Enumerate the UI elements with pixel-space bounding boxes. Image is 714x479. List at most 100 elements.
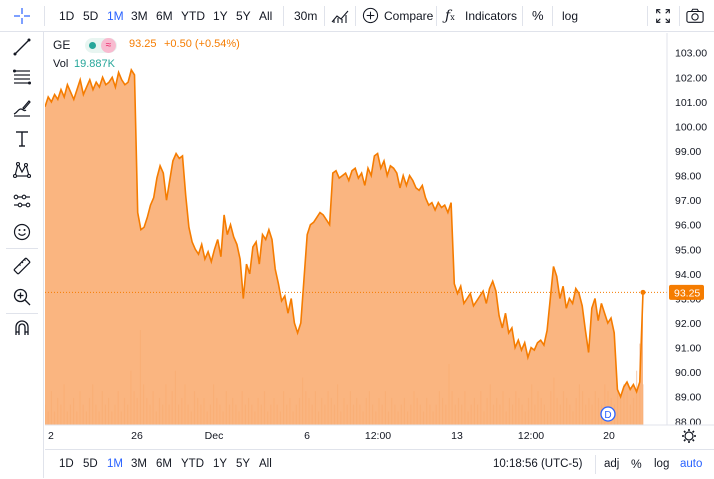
interval-5d[interactable]: 5D [83, 9, 99, 23]
current-price-label: 93.25 [674, 287, 700, 299]
toolbar-divider [44, 6, 45, 26]
legend-badge[interactable]: ≈ [85, 38, 117, 53]
price-tick-label: 89.00 [675, 392, 701, 404]
interval-ytd[interactable]: YTD [181, 9, 205, 23]
symbol-label[interactable]: GE [53, 38, 71, 52]
zoom-in-icon[interactable] [0, 282, 44, 312]
ruler-icon[interactable] [0, 251, 44, 281]
dividend-marker[interactable]: D [600, 406, 616, 422]
gear-icon[interactable] [682, 429, 696, 443]
price-tick-label: 90.00 [675, 367, 701, 379]
price-tick-label: 99.00 [675, 146, 701, 158]
price-tick-label: 96.00 [675, 220, 701, 232]
interval-1y[interactable]: 1Y [213, 9, 228, 23]
toolbar-divider [6, 248, 38, 249]
pattern-icon[interactable] [0, 155, 44, 185]
fib-retracement-icon[interactable] [0, 62, 44, 92]
chart-style-icon[interactable] [330, 0, 350, 32]
price-tick-label: 95.00 [675, 244, 701, 256]
log-scale-toggle[interactable]: log [654, 458, 670, 470]
range-5y[interactable]: 5Y [236, 458, 251, 470]
range-5d[interactable]: 5D [83, 458, 98, 470]
range-6m[interactable]: 6M [156, 458, 172, 470]
interval-all[interactable]: All [259, 9, 273, 23]
price-tick-label: 94.00 [675, 269, 701, 281]
current-price-label-bg [669, 284, 704, 300]
price-tick-label: 103.00 [675, 48, 707, 60]
magnet-icon[interactable] [0, 313, 44, 343]
price-line [44, 67, 644, 399]
interval-3m[interactable]: 3M [131, 9, 148, 23]
brush-icon[interactable] [0, 93, 44, 123]
compare-button[interactable]: Compare [384, 9, 434, 23]
status-dot-icon [89, 42, 96, 49]
toolbar-divider [355, 6, 356, 26]
legend-price: 93.25 [129, 38, 157, 50]
resolution-button[interactable]: 30m [294, 9, 318, 23]
bottom-toolbar: 1D 5D 1M 3M 6M YTD 1Y 5Y All 10:18:56 (U… [45, 449, 714, 478]
toolbar-divider [522, 6, 523, 26]
toolbar-divider [436, 6, 437, 26]
interval-5y[interactable]: 5Y [236, 9, 251, 23]
price-scale[interactable]: 103.00 102.00 101.00 100.00 99.00 98.00 97.00 9… [675, 48, 707, 429]
price-tick-label: 98.00 [675, 171, 701, 183]
time-axis[interactable]: 2 26 Dec 6 12:00 13 12:00 20 [48, 430, 615, 442]
svg-text:D: D [604, 410, 611, 421]
percent-scale-toggle[interactable]: % [631, 457, 642, 471]
interval-6m[interactable]: 6M [156, 9, 173, 23]
toolbar-divider [679, 6, 680, 26]
price-tick-label: 100.00 [675, 121, 707, 133]
emoji-icon[interactable] [0, 217, 44, 247]
interval-1d[interactable]: 1D [59, 9, 75, 23]
time-tick-label: 26 [131, 430, 143, 442]
trend-line-icon[interactable] [0, 32, 44, 62]
time-tick-label: 12:00 [518, 430, 544, 442]
time-tick-label: 6 [304, 430, 310, 442]
range-3m[interactable]: 3M [131, 458, 147, 470]
compare-icon[interactable] [362, 0, 380, 32]
range-1d[interactable]: 1D [59, 458, 74, 470]
top-toolbar: 1D 5D 1M 3M 6M YTD 1Y 5Y All 30m Compare… [0, 0, 714, 32]
auto-scale-toggle[interactable]: auto [680, 458, 703, 470]
toolbar-divider [595, 455, 596, 474]
fullscreen-icon[interactable] [654, 0, 674, 32]
interval-1m[interactable]: 1M [107, 9, 124, 23]
time-tick-label: 2 [48, 430, 54, 442]
time-tick-label: 20 [603, 430, 615, 442]
current-price-dot [640, 289, 646, 295]
price-chart[interactable]: 103.00 102.00 101.00 100.00 99.00 98.00 97.00 9… [44, 33, 714, 445]
time-tick-label: Dec [205, 430, 224, 442]
log-toggle[interactable]: log [562, 9, 579, 23]
price-tick-label: 97.00 [675, 195, 701, 207]
time-tick-label: 12:00 [365, 430, 391, 442]
volume-value: 19.887K [74, 58, 115, 70]
indicators-button[interactable]: Indicators [465, 9, 518, 23]
volume-label: Vol [53, 58, 69, 70]
range-1m[interactable]: 1M [107, 458, 123, 470]
range-ytd[interactable]: YTD [181, 458, 204, 470]
text-icon[interactable] [0, 124, 44, 154]
prediction-icon[interactable] [0, 186, 44, 216]
toolbar-divider [6, 313, 38, 314]
range-all[interactable]: All [259, 458, 272, 470]
price-tick-label: 101.00 [675, 97, 707, 109]
toolbar-divider [324, 6, 325, 26]
clock-timezone[interactable]: 10:18:56 (UTC-5) [493, 458, 583, 470]
approx-icon: ≈ [101, 38, 116, 53]
price-tick-label: 92.00 [675, 318, 701, 330]
legend-change: +0.50 (+0.54%) [164, 38, 240, 50]
indicators-icon[interactable]: ƒx [445, 8, 455, 24]
crosshair-icon[interactable] [0, 1, 44, 31]
drawing-toolbar [0, 32, 44, 478]
toolbar-divider [647, 6, 648, 26]
time-tick-label: 13 [451, 430, 463, 442]
range-1y[interactable]: 1Y [213, 458, 228, 470]
price-tick-label: 88.00 [675, 416, 701, 428]
camera-icon[interactable] [685, 0, 707, 32]
chart-pane[interactable]: 103.00 102.00 101.00 100.00 99.00 98.00 97.00 9… [44, 33, 714, 445]
price-area-fill [45, 69, 643, 426]
adj-toggle[interactable]: adj [604, 458, 620, 470]
toolbar-divider [552, 6, 553, 26]
percent-toggle[interactable]: % [532, 8, 544, 23]
price-tick-label: 91.00 [675, 343, 701, 355]
